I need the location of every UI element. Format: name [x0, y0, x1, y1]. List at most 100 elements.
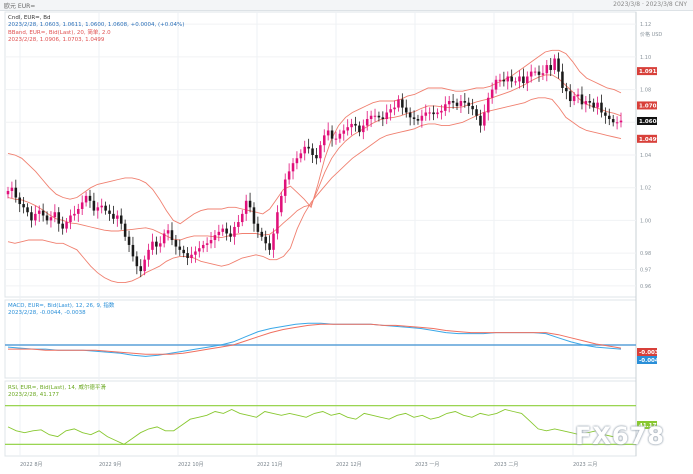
candle-body: [377, 115, 381, 118]
candle: [568, 84, 572, 108]
candle-body: [338, 133, 342, 139]
candle-body: [553, 58, 556, 70]
candle-body: [41, 210, 45, 216]
candle: [135, 251, 139, 275]
candle-body: [159, 243, 162, 247]
title-bar: 欧元 EUR= 2023/3/8 · 2023/3/8 CNY: [0, 0, 693, 11]
candle: [404, 99, 408, 118]
candle-body: [561, 71, 564, 88]
rsi-legend-values: 2023/2/28, 41.177: [8, 392, 59, 398]
candle: [14, 179, 18, 203]
candle-body: [295, 158, 299, 164]
candle-body: [248, 200, 252, 208]
candle-body: [61, 223, 64, 229]
candle: [350, 118, 353, 136]
candle-body: [186, 253, 189, 259]
candle: [10, 181, 14, 199]
candle-body: [385, 112, 389, 120]
price-tick-label: 0.96: [640, 284, 651, 290]
candle-body: [178, 246, 182, 250]
candle-body: [135, 256, 139, 267]
candle: [619, 112, 623, 128]
candle: [170, 222, 174, 246]
candle-body: [494, 79, 498, 90]
x-axis-label: 2023 二月: [494, 462, 518, 468]
candle: [272, 228, 275, 258]
candle: [529, 64, 533, 83]
candle: [541, 65, 545, 80]
candle-body: [326, 130, 330, 136]
candle-body: [588, 101, 592, 103]
candle: [30, 206, 33, 228]
candle-body: [365, 119, 369, 126]
fx678-watermark: FX678: [575, 422, 665, 450]
candle: [463, 93, 467, 108]
candle-body: [526, 76, 529, 84]
candle: [248, 192, 252, 213]
price-tick-label: 0.98: [640, 251, 651, 257]
price-tick-label: 1.04: [640, 153, 651, 159]
candle: [34, 205, 37, 226]
candle-body: [322, 135, 326, 146]
candle-body: [190, 254, 193, 259]
last-price-value-bg: [637, 116, 657, 125]
candle-body: [444, 104, 447, 111]
candle: [307, 138, 310, 154]
candle-body: [291, 163, 295, 172]
candle-body: [205, 243, 209, 245]
candle-body: [506, 76, 510, 82]
upper-band-value-bg: [637, 67, 657, 76]
candle: [615, 116, 619, 130]
candle: [608, 108, 611, 126]
candle-body: [537, 71, 541, 75]
candle: [322, 129, 326, 153]
candle: [319, 141, 322, 163]
middle-band-value: 1.0703: [639, 103, 660, 109]
candle: [377, 111, 381, 122]
candle: [295, 151, 299, 170]
candle-body: [342, 130, 346, 134]
candle-body: [166, 230, 170, 234]
candle: [264, 230, 267, 251]
candle-body: [608, 115, 611, 120]
candle: [346, 119, 349, 136]
macd-legend-values: 2023/2/28, -0.0044, -0.0038: [8, 310, 86, 316]
candle: [393, 100, 396, 116]
candle-body: [307, 146, 310, 149]
candle: [147, 243, 150, 267]
candle-body: [533, 71, 537, 73]
candle-body: [615, 122, 619, 124]
candle-body: [194, 251, 197, 255]
candle: [365, 111, 369, 131]
candle: [221, 224, 225, 236]
candle: [139, 259, 143, 278]
candle-body: [139, 266, 143, 272]
candle: [420, 109, 424, 128]
candle: [77, 203, 80, 222]
signal-value-bg: [637, 356, 657, 364]
candle: [561, 63, 564, 94]
candle: [166, 224, 170, 241]
candle: [397, 95, 400, 112]
candle: [237, 215, 240, 234]
candle-body: [26, 207, 29, 213]
candle: [178, 239, 182, 256]
candle-body: [116, 215, 119, 219]
candle: [518, 70, 521, 89]
candle: [260, 227, 264, 241]
rsi-line: [7, 409, 622, 445]
candle: [84, 191, 88, 207]
candle-body: [619, 120, 623, 123]
candle-body: [260, 231, 264, 237]
candle-body: [221, 228, 225, 232]
candle-body: [88, 195, 92, 201]
candle: [510, 69, 513, 88]
macd-value: -0.0038: [639, 350, 663, 356]
candle-body: [240, 213, 244, 223]
candle-body: [34, 213, 37, 221]
candle-body: [432, 112, 435, 115]
candle-body: [280, 195, 283, 213]
candle: [233, 221, 236, 245]
